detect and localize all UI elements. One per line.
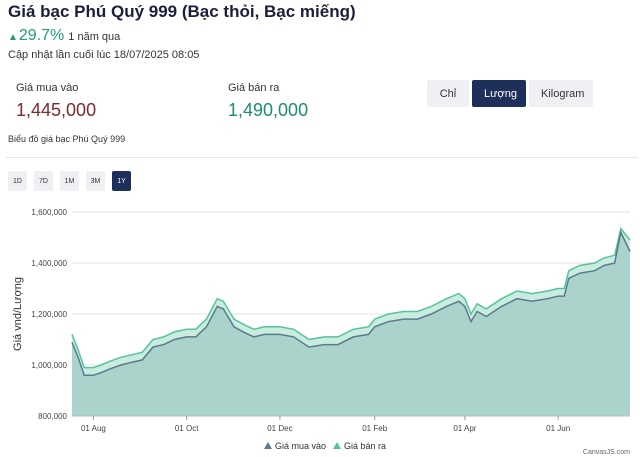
last-updated: Cập nhật lần cuối lúc 18/07/2025 08:05: [8, 49, 200, 61]
y-axis-label: Giá vnd/Lượng: [12, 277, 24, 351]
buy-price-label: Giá mua vào: [16, 82, 79, 94]
buy-series-line[interactable]: [71, 230, 631, 376]
x-tick-label: 01 Apr: [453, 424, 476, 433]
legend-buy-label[interactable]: Giá mua vào: [275, 441, 326, 451]
y-tick-label: 1,000,000: [31, 361, 67, 370]
unit-button-chi[interactable]: Chỉ: [427, 80, 469, 107]
legend-buy-marker: [264, 442, 272, 449]
legend-sell-label[interactable]: Giá bán ra: [344, 441, 386, 451]
price-change: ▲ 29.7% 1 năm qua: [8, 27, 120, 45]
sell-price-value: 1,490,000: [228, 100, 309, 120]
x-tick-label: 01 Aug: [81, 424, 106, 433]
range-button-1y[interactable]: 1Y: [112, 171, 131, 191]
change-percent: 29.7%: [18, 27, 65, 44]
x-tick-label: 01 Oct: [175, 424, 199, 433]
x-tick-label: 01 Dec: [267, 424, 292, 433]
unit-button-luong[interactable]: Lượng: [472, 80, 526, 107]
page-title: Giá bạc Phú Quý 999 (Bạc thỏi, Bạc miếng…: [8, 2, 356, 21]
buy-price-box: Giá mua vào 1,445,000: [16, 82, 96, 121]
range-button-1d[interactable]: 1D: [8, 171, 27, 191]
buy-area: [72, 232, 630, 416]
sell-price-box: Giá bán ra 1,490,000: [228, 82, 308, 121]
unit-selector: Chỉ Lượng Kilogram: [427, 80, 593, 107]
sell-price-label: Giá bán ra: [228, 82, 280, 94]
range-button-3m[interactable]: 3M: [86, 171, 105, 191]
range-button-1m[interactable]: 1M: [60, 171, 79, 191]
x-tick-label: 01 Jun: [546, 424, 570, 433]
unit-button-kilogram[interactable]: Kilogram: [529, 80, 593, 107]
legend-sell-marker: [333, 442, 341, 449]
y-tick-label: 1,600,000: [31, 208, 67, 217]
range-button-7d[interactable]: 7D: [34, 171, 53, 191]
y-tick-label: 800,000: [38, 412, 67, 421]
range-selector: 1D 7D 1M 3M 1Y: [8, 171, 131, 191]
y-tick-label: 1,200,000: [31, 310, 67, 319]
price-chart[interactable]: 800,000 1,000,000 1,200,000 1,400,000 1,600,…: [0, 196, 640, 457]
divider: [6, 157, 638, 158]
canvasjs-credit[interactable]: CanvasJS.com: [583, 449, 630, 456]
y-tick-label: 1,400,000: [31, 259, 67, 268]
buy-price-value: 1,445,000: [16, 100, 97, 120]
up-arrow-icon: ▲: [8, 32, 18, 43]
chart-subtitle: Biểu đồ giá bạc Phú Quý 999: [8, 134, 126, 144]
x-tick-label: 01 Feb: [362, 424, 387, 433]
change-period: 1 năm qua: [68, 31, 121, 43]
sell-series-line[interactable]: [71, 226, 631, 369]
